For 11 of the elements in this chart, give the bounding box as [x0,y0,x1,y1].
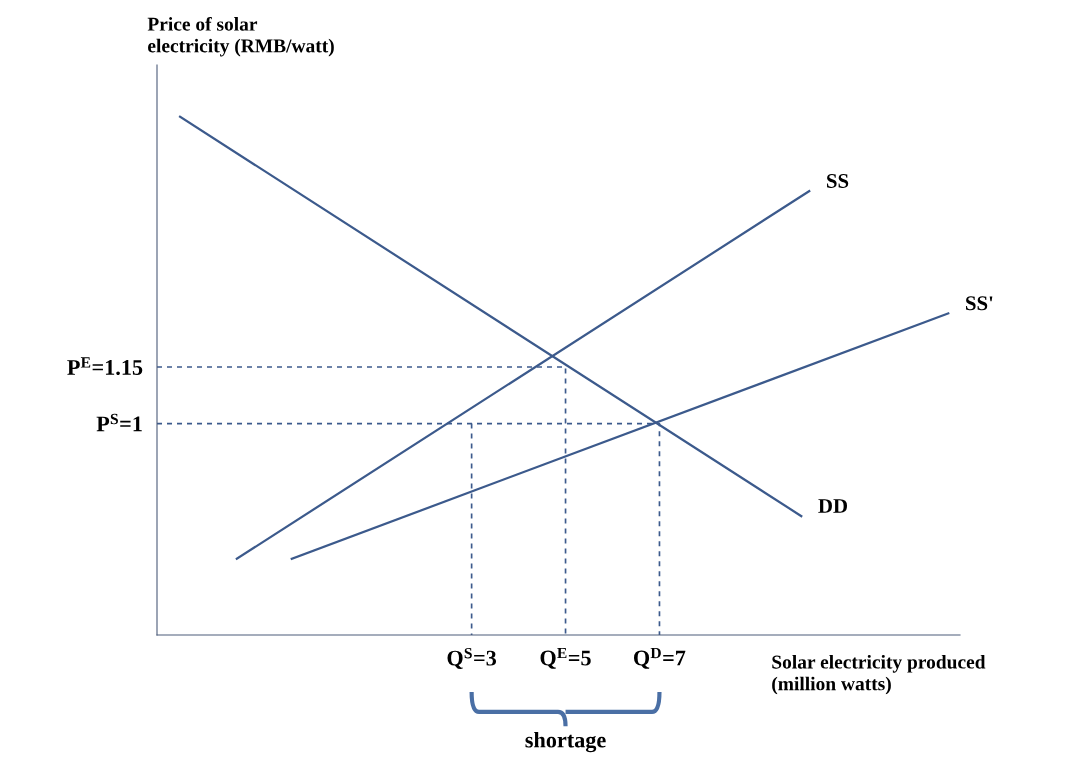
series-label: SS [827,173,849,188]
x-tick-label: Q$^{D}$=7 [633,647,686,669]
x-axis-title: Solar electricity produced (million watts) [772,654,986,695]
y-tick-label: P$^{S}$=1 [96,413,142,432]
series-label: DD [818,499,848,513]
y-tick-label: P$^{E}$=1.15 [67,357,143,376]
x-tick-label: Q$^{S}$=3 [447,647,497,669]
series-label: SS' [966,296,993,311]
x-tick-label: Q$^{E}$=5 [540,647,591,669]
text: shortage [525,731,606,753]
y-axis-title: Price of solar electricity (RMB/watt) [147,16,334,57]
